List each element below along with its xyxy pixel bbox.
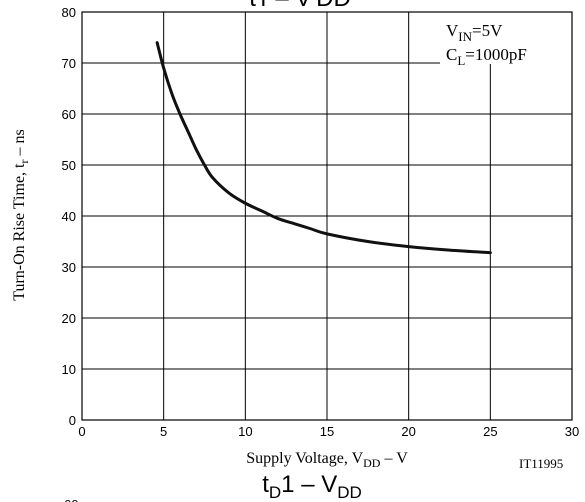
top-title-fragment: t r – V DD — [249, 0, 351, 12]
x-tick-label: 30 — [565, 424, 579, 439]
tick-labels: 0 5 10 15 20 25 30 0 10 20 30 40 50 60 70 80 — [62, 5, 580, 439]
y-tick-label: 60 — [62, 107, 76, 122]
y-tick-label: 80 — [62, 5, 76, 20]
conditions-box — [440, 12, 572, 64]
x-tick-label: 20 — [401, 424, 415, 439]
x-axis-label: Supply Voltage, VDD – V — [246, 450, 408, 470]
x-tick-label: 5 — [160, 424, 167, 439]
y-tick-label: 0 — [69, 413, 76, 428]
condition-vin: VIN=5V — [446, 21, 503, 44]
x-tick-label: 15 — [320, 424, 334, 439]
top-title: t r – V DD — [249, 0, 351, 12]
condition-cl: CL=1000pF — [446, 45, 527, 68]
next-chart-tick: 60 — [64, 497, 78, 502]
figure-id: IT11995 — [519, 456, 563, 471]
grid — [82, 12, 572, 420]
rise-time-curve — [155, 41, 492, 255]
y-tick-label: 50 — [62, 158, 76, 173]
y-tick-label: 70 — [62, 56, 76, 71]
x-tick-label: 25 — [483, 424, 497, 439]
y-tick-label: 30 — [62, 260, 76, 275]
x-tick-label: 10 — [238, 424, 252, 439]
y-tick-label: 10 — [62, 362, 76, 377]
y-tick-label: 40 — [62, 209, 76, 224]
bottom-title: tD1 – VDD — [262, 471, 362, 502]
y-axis-label: Turn-On Rise Time, tr – ns — [11, 129, 31, 300]
plot-frame — [81, 11, 573, 421]
x-tick-label: 0 — [78, 424, 85, 439]
y-tick-label: 20 — [62, 311, 76, 326]
